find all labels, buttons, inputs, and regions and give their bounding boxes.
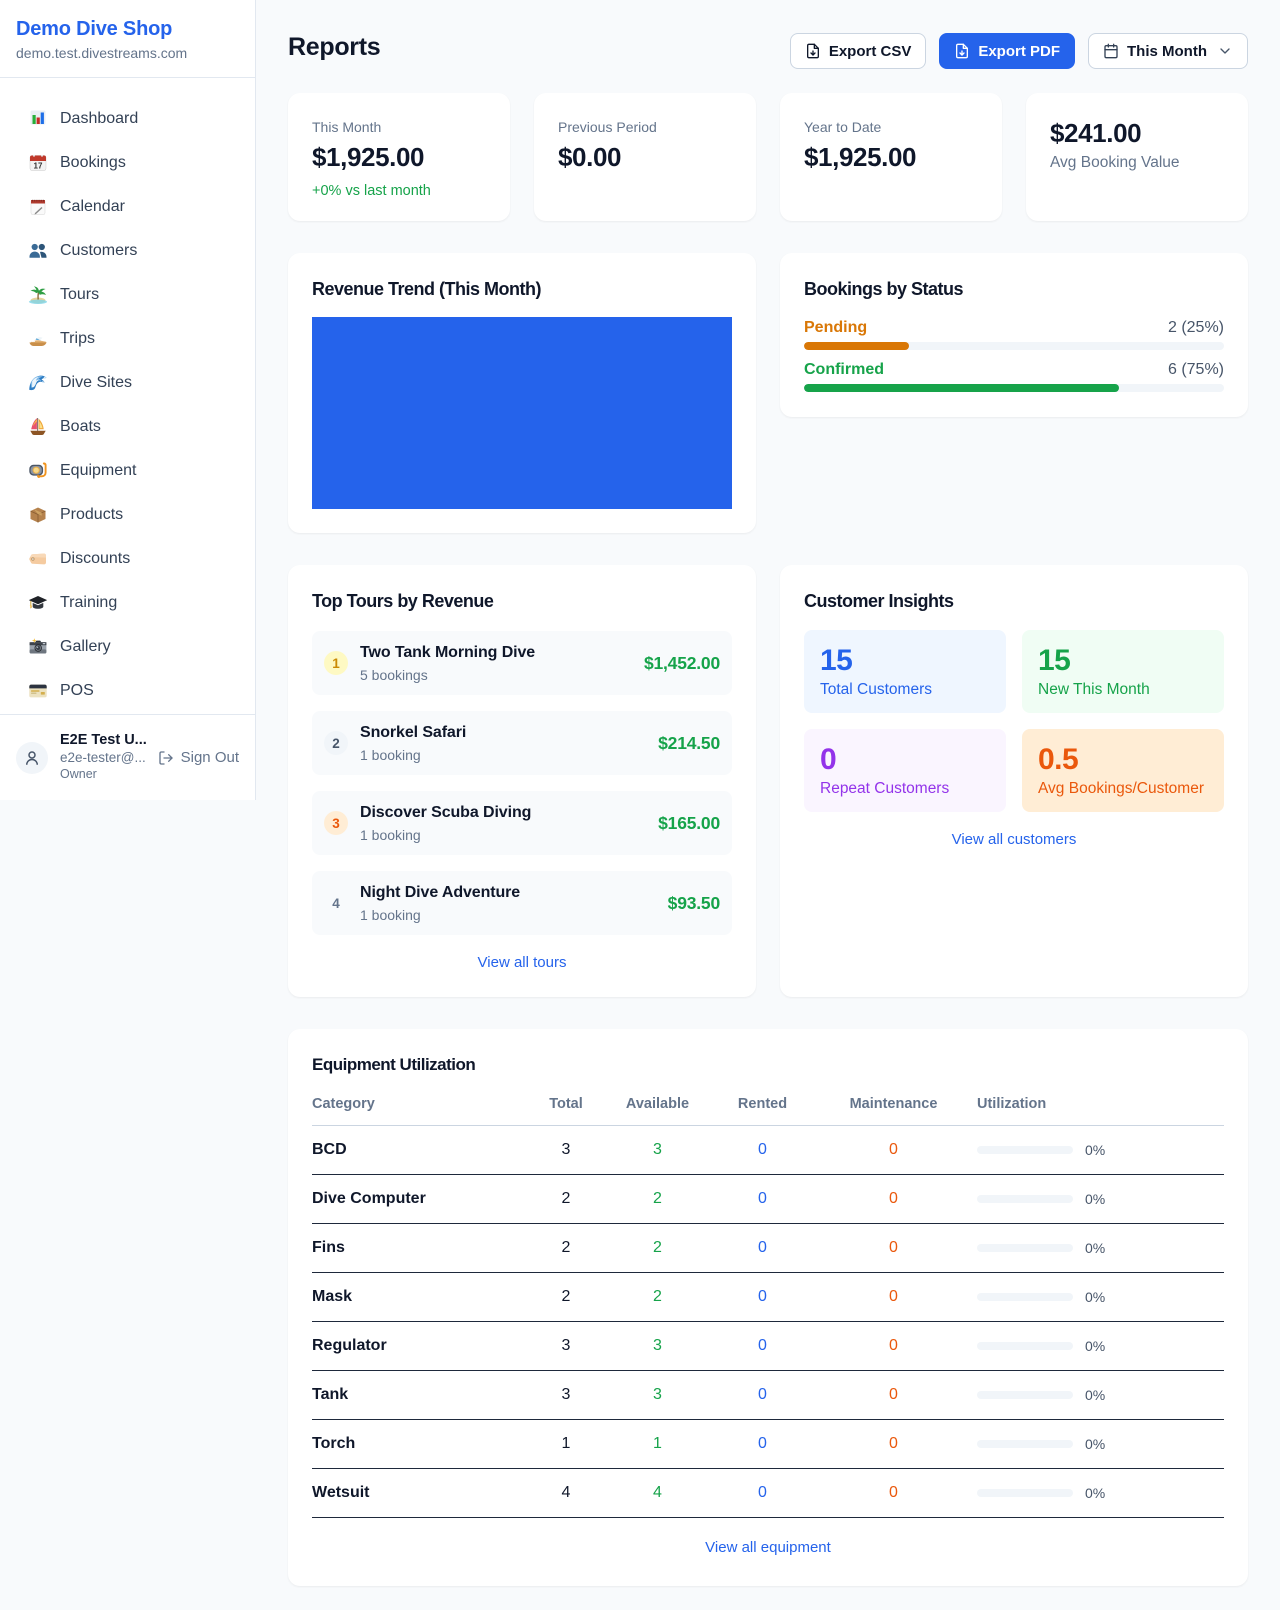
svg-text:17: 17: [34, 162, 43, 171]
